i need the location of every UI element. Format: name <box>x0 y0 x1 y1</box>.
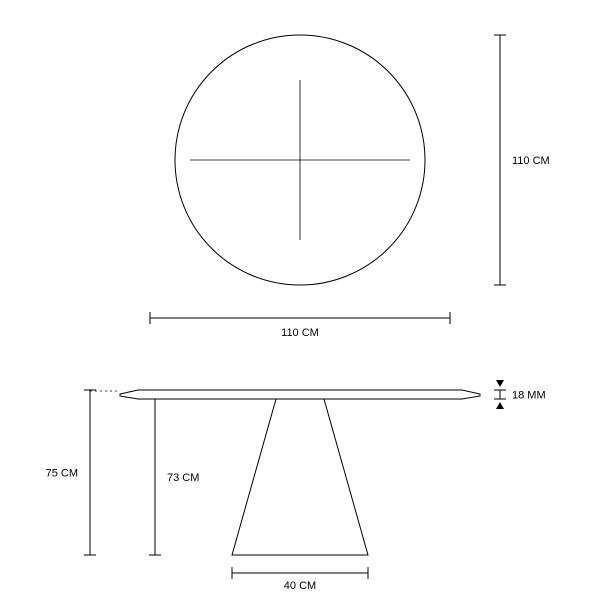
dim-diameter-label: 110 CM <box>281 327 319 339</box>
side-tabletop <box>120 390 480 399</box>
dim-total-height-label: 75 CM <box>46 468 78 480</box>
dim-leg-height-label: 73 CM <box>167 472 199 484</box>
dim-thickness-label: 18 MM <box>512 390 546 402</box>
side-pedestal <box>232 399 368 555</box>
thickness-arrow-up <box>496 380 504 387</box>
thickness-arrow-down <box>496 402 504 409</box>
dim-base-width-label: 40 CM <box>284 580 316 592</box>
dim-height-right-label: 110 CM <box>512 155 550 167</box>
